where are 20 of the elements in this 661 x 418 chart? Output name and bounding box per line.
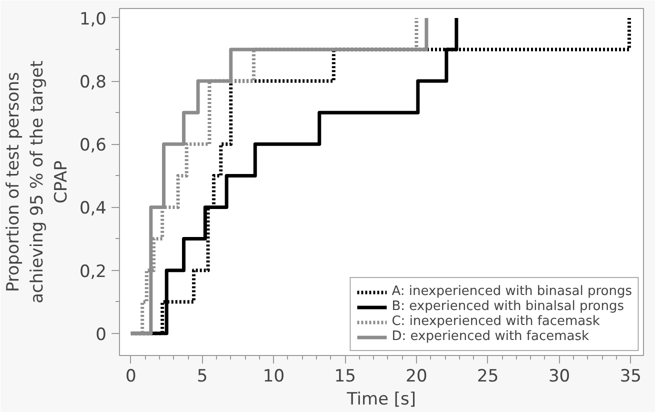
x-tick-label: 35 — [620, 366, 642, 386]
legend-label: D: experienced with facemask — [392, 329, 590, 344]
x-tick-label: 10 — [262, 366, 285, 386]
legend-label: A: inexperienced with binasal prongs — [392, 284, 632, 299]
legend-label: B: experienced with binalsal prongs — [392, 299, 624, 314]
x-tick-label: 0 — [126, 366, 136, 386]
x-tick-label: 25 — [477, 366, 499, 386]
y-tick-label: 0,4 — [79, 198, 107, 219]
y-tick-label: 0 — [96, 324, 107, 345]
y-tick-label: 1,0 — [79, 9, 107, 30]
x-tick-label: 5 — [196, 366, 208, 386]
y-tick-label: 0,6 — [79, 136, 107, 156]
y-tick-label: 0,8 — [79, 72, 107, 93]
x-tick-label: 15 — [334, 366, 356, 386]
x-tick-label: 30 — [548, 366, 570, 386]
legend-label: C: inexperienced with facemask — [392, 314, 600, 329]
y-axis-title: Proportion of test persons achieving 95 % of the target CPAP — [3, 60, 72, 304]
x-tick-label: 20 — [406, 366, 428, 386]
y-tick-label: 0,2 — [79, 262, 107, 282]
x-axis-title: Time [s] — [346, 390, 416, 410]
